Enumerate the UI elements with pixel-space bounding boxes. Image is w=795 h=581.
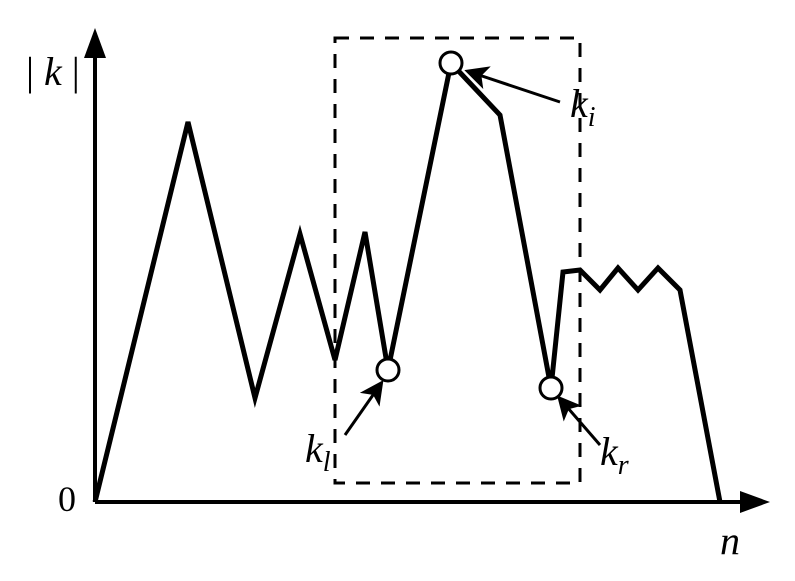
axes [84,28,770,513]
point-markers [377,52,562,399]
y-axis-label: | k | [26,48,80,95]
curvature-diagram [0,0,795,581]
ki-label: ki [570,80,596,134]
kl-label: kl [305,425,331,479]
kr-label: kr [600,428,629,482]
origin-label: 0 [58,478,76,520]
x-axis-label: n [720,517,740,564]
